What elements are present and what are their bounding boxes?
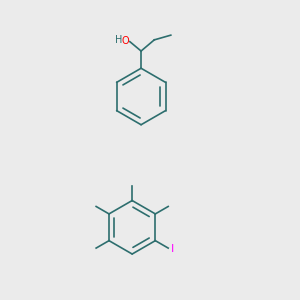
Text: I: I bbox=[170, 244, 174, 254]
Text: H: H bbox=[115, 35, 122, 46]
Text: O: O bbox=[121, 36, 129, 46]
